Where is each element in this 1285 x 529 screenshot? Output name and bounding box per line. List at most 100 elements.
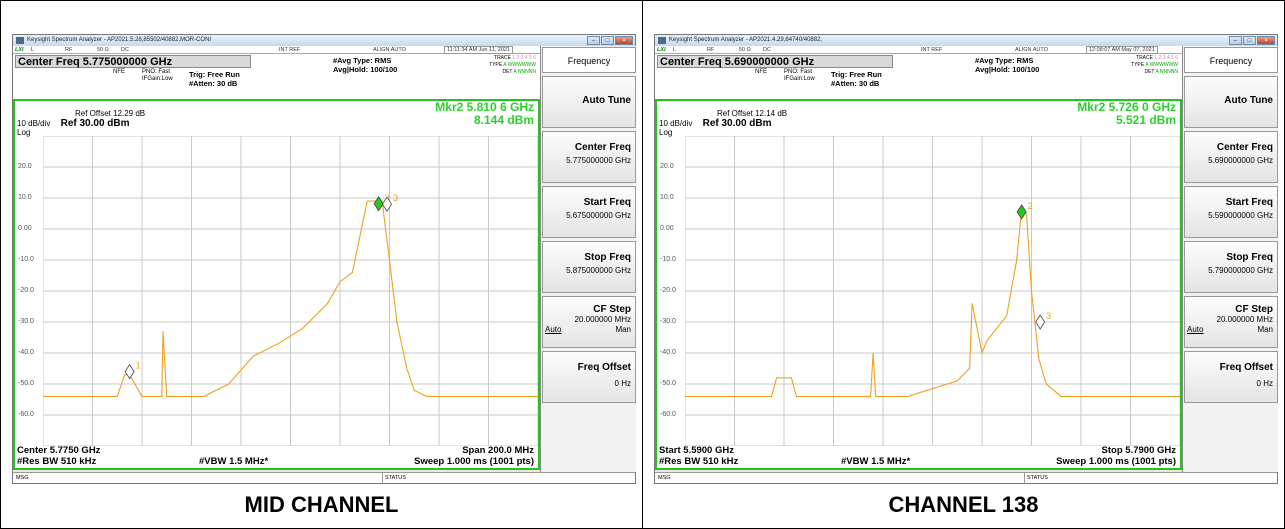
stop-freq-button[interactable]: Stop Freq 5.875000000 GHz: [542, 241, 636, 293]
timestamp: 11:11:34 AM Jun 11, 2021: [444, 46, 513, 54]
freq-offset-button[interactable]: Freq Offset 0 Hz: [542, 351, 636, 403]
status-label: STATUS: [1024, 473, 1048, 484]
freq-offset-button[interactable]: Freq Offset 0 Hz: [1184, 351, 1278, 403]
ref-offset-label: Ref Offset 12.14 dB: [717, 109, 788, 118]
app-icon: [658, 37, 666, 44]
marker-1-diamond: [124, 363, 135, 380]
window-titlebar[interactable]: Keysight Spectrum Analyzer - AP2021.4.29…: [655, 35, 1277, 46]
close-icon[interactable]: ×: [1257, 36, 1275, 45]
center-freq-label: Start 5.5900 GHz: [659, 445, 734, 456]
panel-caption: CHANNEL 138: [888, 492, 1039, 517]
stop-freq-button[interactable]: Stop Freq 5.790000000 GHz: [1184, 241, 1278, 293]
auto-tune-button[interactable]: Auto Tune: [1184, 76, 1278, 128]
start-freq-title: Start Freq: [1225, 197, 1273, 208]
center-freq-readout[interactable]: Center Freq 5.690000000 GHz: [657, 55, 893, 68]
auto-man-toggle[interactable]: Auto Man: [1185, 325, 1273, 334]
average-info: #Avg Type: RMS Avg|Hold: 100/100: [333, 56, 397, 74]
marker-readout: Mkr2 5.726 0 GHz 5.521 dBm: [1077, 101, 1176, 127]
avg-hold-label: Avg|Hold: 100/100: [975, 65, 1040, 74]
impedance-indicator: 50 Ω: [97, 47, 109, 53]
pno-info: PNO: Fast IFGain:Low: [784, 69, 815, 83]
y-axis-label: 0.00: [18, 225, 32, 232]
auto-tune-label: Auto Tune: [1224, 95, 1273, 106]
y-axis-label: -40.0: [660, 349, 676, 356]
y-axis-label: -40.0: [18, 349, 34, 356]
spectrum-trace: [43, 200, 538, 397]
start-freq-button[interactable]: Start Freq 5.590000000 GHz: [1184, 186, 1278, 238]
ref-indicator: INT REF: [279, 47, 301, 53]
marker-2-label: 2: [1028, 201, 1033, 211]
spectrum-plot[interactable]: 23: [685, 136, 1180, 446]
y-axis-label: -10.0: [18, 256, 34, 263]
trace-legend: TRACE 1 2 3 4 5 6 TYPE A WWWWWW DET A NN…: [1098, 55, 1178, 76]
atten-label: #Atten: 30 dB: [831, 79, 880, 88]
det-values: A NNNNN: [1155, 69, 1178, 75]
start-freq-button[interactable]: Start Freq 5.675000000 GHz: [542, 186, 636, 238]
man-option[interactable]: Man: [615, 325, 631, 334]
center-freq-button[interactable]: Center Freq 5.690000000 GHz: [1184, 131, 1278, 183]
cf-step-button[interactable]: CF Step 20.000000 MHz Auto Man: [1184, 296, 1278, 348]
marker-3-label: 3: [393, 193, 398, 203]
coupling-indicator: L: [31, 47, 35, 53]
analyzer-window: Keysight Spectrum Analyzer - AP2021.5.28…: [12, 34, 636, 484]
ref-level-label: Ref 30.00 dBm: [60, 118, 130, 129]
marker-2-diamond: [1016, 204, 1027, 220]
reference-row: 10 dB/div Ref 30.00 dBm: [659, 118, 772, 129]
center-freq-button[interactable]: Center Freq 5.775000000 GHz: [542, 131, 636, 183]
start-freq-value: 5.675000000 GHz: [566, 211, 631, 220]
auto-option[interactable]: Auto: [545, 325, 562, 334]
trace-row: TRACE 1 2 3 4 5 6: [1136, 55, 1178, 61]
spectrum-plot[interactable]: 123: [43, 136, 538, 446]
window-titlebar[interactable]: Keysight Spectrum Analyzer - AP2021.5.28…: [13, 35, 635, 46]
span-label: Stop 5.7900 GHz: [1101, 445, 1176, 456]
settings-bar: Center Freq 5.775000000 GHz NFE PNO: Fas…: [13, 54, 540, 99]
ifgain-label: IFGain:Low: [784, 76, 815, 82]
center-freq-value: 5.690000000 GHz: [1208, 156, 1273, 165]
trace-numbers: 1 2 3 4 5 6: [1154, 55, 1178, 61]
y-axis-label: -30.0: [660, 318, 676, 325]
y-axis-label: -60.0: [18, 411, 34, 418]
cf-step-button[interactable]: CF Step 20.000000 MHz Auto Man: [542, 296, 636, 348]
status-label: STATUS: [382, 473, 406, 484]
type-row: TYPE A WWWWWW: [1131, 62, 1178, 68]
impedance-indicator: 50 Ω: [739, 47, 751, 53]
maximize-icon[interactable]: □: [1243, 36, 1256, 45]
auto-option[interactable]: Auto: [1187, 325, 1204, 334]
y-axis-label: -30.0: [18, 318, 34, 325]
center-freq-value: 5.775000000 GHz: [566, 156, 631, 165]
softkey-panel: Frequency Auto Tune Center Freq 5.690000…: [1182, 46, 1278, 472]
type-values: A WWWWWW: [1145, 62, 1178, 68]
coupling-indicator: L: [673, 47, 677, 53]
log-label: Log: [659, 128, 673, 137]
auto-man-toggle[interactable]: Auto Man: [543, 325, 631, 334]
rbw-label: #Res BW 510 kHz: [17, 456, 97, 467]
average-info: #Avg Type: RMS Avg|Hold: 100/100: [975, 56, 1039, 74]
man-option[interactable]: Man: [1257, 325, 1273, 334]
y-axis-label: -10.0: [660, 256, 676, 263]
atten-label: #Atten: 30 dB: [189, 79, 238, 88]
trace-legend: TRACE 1 2 3 4 5 6 TYPE A WWWWWW DET A NN…: [456, 55, 536, 76]
auto-tune-label: Auto Tune: [582, 95, 631, 106]
settings-bar: Center Freq 5.690000000 GHz NFE PNO: Fas…: [655, 54, 1182, 99]
marker-3-diamond: [1035, 314, 1046, 330]
close-icon[interactable]: ×: [615, 36, 633, 45]
minimize-icon[interactable]: –: [1229, 36, 1242, 45]
det-values: A NNNNN: [513, 69, 536, 75]
start-freq-value: 5.590000000 GHz: [1208, 211, 1273, 220]
auto-tune-button[interactable]: Auto Tune: [542, 76, 636, 128]
trace-row: TRACE 1 2 3 4 5 6: [494, 55, 536, 61]
softkey-panel: Frequency Auto Tune Center Freq 5.775000…: [540, 46, 636, 472]
trigger-info: Trig: Free Run #Atten: 30 dB: [189, 70, 240, 88]
marker-readout: Mkr2 5.810 6 GHz 8.144 dBm: [435, 101, 534, 127]
spectrum-trace: [685, 209, 1180, 397]
avg-type-label: #Avg Type: RMS: [333, 56, 392, 65]
center-freq-readout[interactable]: Center Freq 5.775000000 GHz: [15, 55, 251, 68]
msg-label: MSG: [16, 475, 29, 481]
y-axis-label: -60.0: [660, 411, 676, 418]
log-label: Log: [17, 128, 31, 137]
left-panel: Keysight Spectrum Analyzer - AP2021.5.28…: [0, 0, 643, 529]
spectrum-display: Ref Offset 12.14 dB 10 dB/div Ref 30.00 …: [655, 99, 1182, 470]
maximize-icon[interactable]: □: [601, 36, 614, 45]
marker-frequency: Mkr2 5.810 6 GHz: [435, 100, 534, 114]
minimize-icon[interactable]: –: [587, 36, 600, 45]
